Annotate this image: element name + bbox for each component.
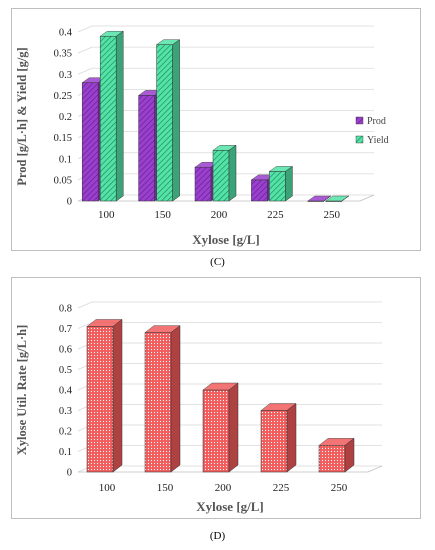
- floor-side: [367, 465, 383, 473]
- x-axis-label: Xylose [g/L]: [196, 499, 264, 514]
- bar-front: [318, 445, 346, 473]
- bar-front: [212, 150, 230, 202]
- bar-side: [115, 30, 124, 202]
- grid-diagonal: [77, 322, 93, 329]
- bar-side: [228, 144, 237, 202]
- y-tick-label: 0.4: [59, 28, 73, 39]
- y-axis-label: Xylose Util. Rate [g/L·h]: [15, 325, 29, 456]
- x-tick-label: 150: [154, 209, 171, 221]
- bar-front: [194, 166, 212, 202]
- y-tick-label: 0.8: [59, 304, 72, 315]
- y-axis-label: Prod [g/L·h] & Yield [g/g]: [15, 47, 29, 185]
- grid-diagonal: [77, 67, 93, 75]
- x-axis-label: Xylose [g/L]: [192, 232, 260, 247]
- x-tick-label: 250: [331, 482, 348, 494]
- bar-side: [344, 437, 355, 473]
- legend-swatch: [355, 135, 364, 144]
- bar: [212, 144, 237, 202]
- x-tick-label: 250: [324, 209, 341, 221]
- x-tick-label: 100: [99, 482, 116, 494]
- y-tick-label: 0.3: [59, 70, 72, 81]
- x-tick-label: 225: [273, 482, 290, 494]
- grid-diagonal: [77, 46, 93, 54]
- bar-side: [112, 318, 123, 473]
- bar-front: [251, 179, 268, 202]
- y-tick-label: 0.1: [59, 154, 72, 165]
- floor-side: [359, 194, 375, 202]
- y-tick-label: 0.15: [54, 133, 72, 144]
- y-tick-label: 0.3: [59, 406, 72, 417]
- y-tick-label: 0.05: [54, 175, 72, 186]
- panel-caption-d: (D): [209, 530, 226, 542]
- bar-front: [138, 95, 155, 202]
- bar-front: [202, 389, 230, 473]
- bar: [307, 195, 332, 202]
- x-tick-label: 200: [211, 209, 228, 221]
- y-tick-label: 0.5: [59, 365, 72, 376]
- legend-entry: Prod: [367, 116, 386, 127]
- y-tick-label: 0: [67, 197, 72, 208]
- bar-front: [156, 44, 173, 202]
- grid-diagonal: [77, 25, 93, 33]
- panel-caption-c: (C): [210, 256, 225, 268]
- x-tick-label: 100: [98, 209, 115, 221]
- bar: [144, 325, 181, 473]
- bar-side: [341, 195, 349, 202]
- bar: [325, 195, 350, 202]
- y-tick-label: 0.1: [59, 447, 72, 458]
- legend-swatch: [355, 116, 364, 125]
- bar-front: [144, 332, 172, 473]
- x-tick-label: 225: [267, 209, 284, 221]
- bar-front: [269, 171, 286, 202]
- x-tick-label: 200: [215, 482, 232, 494]
- bar: [202, 382, 239, 473]
- bar: [155, 39, 181, 202]
- y-tick-label: 0.25: [54, 91, 72, 102]
- y-tick-label: 0: [67, 468, 72, 479]
- bar: [268, 165, 294, 202]
- bar: [260, 402, 297, 473]
- chart-d: 0 0.1 0.2 0.3 0.4 0.5 0.6 0.7 0.8 100 150 200 225 250…: [15, 301, 383, 514]
- bar-front: [260, 410, 288, 473]
- bar-front: [81, 82, 99, 202]
- y-tick-label: 0.7: [59, 324, 72, 335]
- y-tick-label: 0.6: [59, 345, 72, 356]
- bar: [99, 30, 124, 202]
- bar-side: [228, 382, 239, 473]
- chart-c: 0 0.05 0.1 0.15 0.2 0.25 0.3 0.35 0.4 100 150 200 22…: [15, 25, 389, 247]
- bar-front: [99, 35, 117, 202]
- bar-side: [285, 165, 293, 202]
- y-tick-label: 0.4: [59, 386, 73, 397]
- bar-side: [172, 39, 180, 202]
- bar: [318, 437, 355, 473]
- y-tick-label: 0.2: [59, 112, 72, 123]
- bar-side: [286, 402, 297, 473]
- y-tick-label: 0.2: [59, 427, 72, 438]
- bar-side: [170, 325, 181, 473]
- x-tick-label: 150: [157, 482, 174, 494]
- bar-side: [323, 195, 331, 202]
- bar: [86, 318, 123, 473]
- legend: Prod Yield: [355, 116, 389, 146]
- bar-front: [86, 326, 114, 473]
- chart-c-frame: [11, 8, 421, 251]
- y-tick-label: 0.35: [54, 49, 72, 60]
- grid-diagonal: [77, 301, 93, 309]
- legend-entry: Yield: [367, 135, 389, 146]
